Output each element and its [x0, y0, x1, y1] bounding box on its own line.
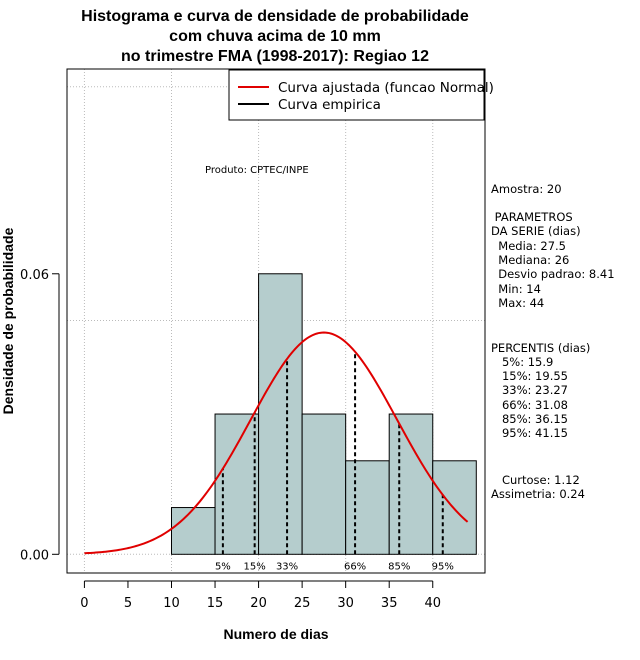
x-tick-label: 10: [163, 596, 180, 611]
param-mediana: Mediana: 26: [491, 253, 569, 267]
percentil-85: 85%: 36.15: [491, 412, 568, 426]
histogram-bar: [171, 507, 216, 555]
chart-title-line-1: Histograma e curva de densidade de proba…: [81, 8, 469, 25]
x-tick-label: 0: [80, 596, 88, 611]
x-tick-label: 35: [381, 596, 398, 611]
percentil-33: 33%: 23.27: [491, 383, 568, 397]
plot-frame: [66, 68, 486, 574]
normal-fit-curve: [84, 331, 469, 555]
percentile-label: 5%: [215, 561, 231, 572]
axes: 0 5 10 15 20 25 30 35 40 0.00 0.06: [20, 268, 441, 611]
chart-title-line-3: no trimestre FMA (1998-2017): Regiao 12: [121, 48, 429, 65]
histogram-bar: [432, 460, 477, 555]
percentile-label: 95%: [432, 561, 454, 572]
percentile-label: 85%: [388, 561, 410, 572]
param-desvio: Desvio padrao: 8.41: [491, 267, 615, 281]
params-title-line-2: DA SERIE (dias): [491, 224, 581, 238]
percentile-label: 15%: [244, 561, 266, 572]
x-tick-label: 15: [207, 596, 224, 611]
chart-title-line-2: com chuva acima de 10 mm: [169, 28, 381, 45]
percentil-5: 5%: 15.9: [491, 355, 553, 369]
y-tick-label: 0.00: [20, 548, 49, 563]
skewness: Assimetria: 0.24: [491, 487, 585, 501]
sample-size: Amostra: 20: [491, 182, 562, 196]
percentile-label: 66%: [344, 561, 366, 572]
x-tick-label: 30: [337, 596, 354, 611]
histogram-bar: [214, 413, 260, 555]
percentile-markers: 5% 15% 33% 66% 85% 95%: [215, 351, 454, 572]
legend: Curva ajustada (funcao Normal) Curva emp…: [228, 69, 494, 121]
product-label: Produto: CPTEC/INPE: [205, 165, 309, 176]
x-axis-label: Numero de dias: [223, 626, 328, 642]
y-tick-label: 0.06: [20, 268, 49, 283]
percentil-15: 15%: 19.55: [491, 369, 568, 383]
percentil-95: 95%: 41.15: [491, 426, 568, 440]
x-tick-label: 25: [294, 596, 311, 611]
x-tick-label: 40: [424, 596, 441, 611]
statistics-panel: Amostra: 20 PARAMETROS DA SERIE (dias) M…: [491, 182, 615, 501]
y-axis-label: Densidade de probabilidade: [0, 227, 16, 414]
percentile-label: 33%: [276, 561, 298, 572]
x-tick-label: 5: [124, 596, 132, 611]
legend-label-empirical: Curva empirica: [278, 97, 381, 113]
x-tick-label: 20: [250, 596, 267, 611]
histogram-bar: [388, 413, 434, 555]
kurtosis: Curtose: 1.12: [491, 473, 580, 487]
param-max: Max: 44: [491, 296, 544, 310]
histogram-bars: [171, 273, 477, 555]
params-title-line-1: PARAMETROS: [491, 210, 573, 224]
percentil-66: 66%: 31.08: [491, 398, 568, 412]
param-media: Media: 27.5: [491, 239, 566, 253]
histogram-bar: [301, 413, 347, 555]
legend-box: [228, 69, 485, 121]
legend-label-normal: Curva ajustada (funcao Normal): [278, 80, 494, 96]
param-min: Min: 14: [491, 282, 541, 296]
percentis-title: PERCENTIS (dias): [491, 341, 590, 355]
histogram-bar: [345, 460, 390, 555]
histogram-bar: [258, 273, 303, 555]
